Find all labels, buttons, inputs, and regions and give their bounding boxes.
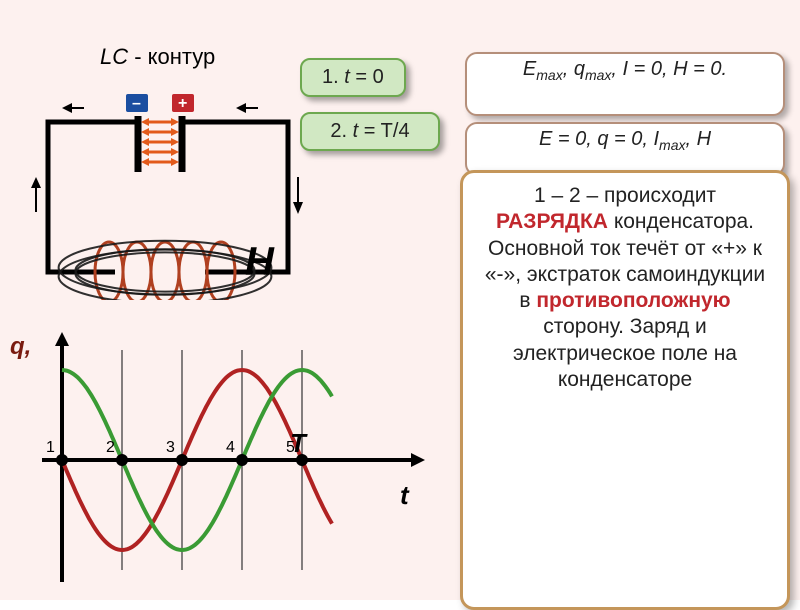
step-1-pre: 1.	[322, 66, 344, 88]
lc-caption-rest: - контур	[128, 44, 215, 69]
svg-text:1: 1	[46, 439, 55, 456]
step-2-pre: 2.	[330, 120, 352, 142]
description-box: 1 – 2 – происходит РАЗРЯДКА конденсатора…	[460, 170, 790, 610]
svg-text:4: 4	[226, 439, 235, 456]
axis-t-label: t	[400, 480, 409, 511]
axis-period-label: T	[290, 428, 306, 459]
svg-text:2: 2	[106, 439, 115, 456]
lc-caption-it: LC	[100, 44, 128, 69]
circuit-diagram: –+	[30, 90, 330, 300]
info-box-2: E = 0, q = 0, Imax, H	[465, 122, 785, 176]
content-area: LC - контур –+ H 1. t = 0 2. t = T/4 Ema…	[0, 40, 800, 600]
h-label: H	[245, 240, 274, 285]
lc-caption: LC - контур	[100, 44, 215, 70]
step-2-post: = T/4	[358, 120, 409, 142]
svg-text:3: 3	[166, 439, 175, 456]
step-1-button[interactable]: 1. t = 0	[300, 58, 406, 97]
svg-text:+: +	[178, 95, 187, 112]
step-2-button[interactable]: 2. t = T/4	[300, 112, 440, 151]
info-box-1: Emax, qmax, I = 0, H = 0.	[465, 52, 785, 116]
svg-text:–: –	[132, 95, 141, 112]
oscillation-graph: 12345	[10, 330, 430, 590]
step-1-post: = 0	[350, 66, 384, 88]
